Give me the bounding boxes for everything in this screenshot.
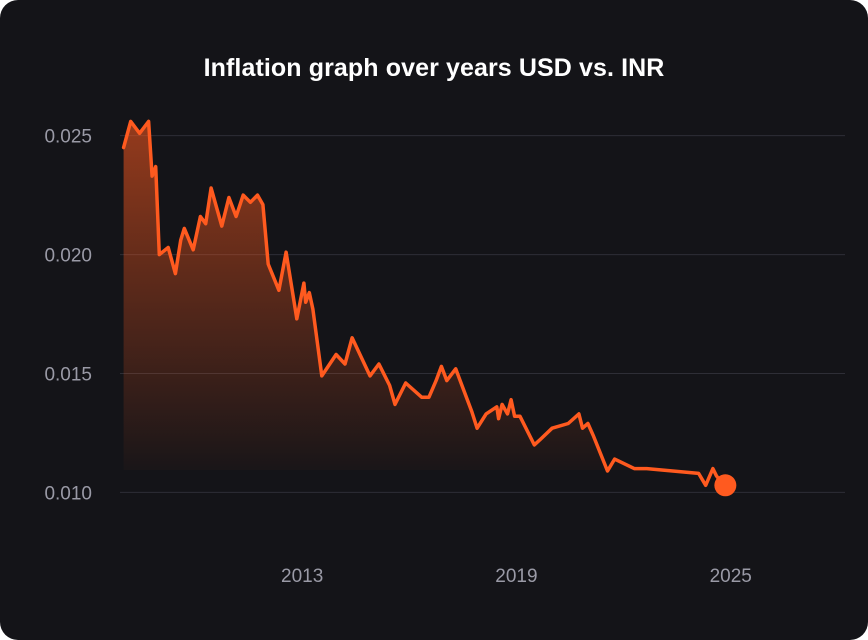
x-axis-ticks: 2013 2019 2025 <box>281 566 752 587</box>
data-point <box>463 391 467 395</box>
data-point <box>277 288 281 292</box>
data-point <box>179 238 183 242</box>
data-point <box>173 272 177 276</box>
data-point <box>586 421 590 425</box>
data-point <box>166 245 170 249</box>
data-point <box>182 226 186 230</box>
data-point <box>538 438 542 442</box>
chart-title: Inflation graph over years USD vs. INR <box>203 54 665 82</box>
data-point <box>209 186 213 190</box>
data-point <box>295 317 299 321</box>
data-point <box>591 433 595 437</box>
data-point <box>191 248 195 252</box>
data-point <box>495 405 499 409</box>
data-point <box>150 174 154 178</box>
data-point <box>248 200 252 204</box>
data-point <box>704 483 708 487</box>
y-tick-label: 0.015 <box>44 365 92 386</box>
x-tick-label: 2013 <box>281 566 323 587</box>
data-point <box>129 119 133 123</box>
data-point <box>393 402 397 406</box>
data-point <box>284 250 288 254</box>
data-point <box>261 203 265 207</box>
data-point <box>404 381 408 385</box>
data-point <box>304 300 308 304</box>
data-point <box>500 402 504 406</box>
data-point <box>532 443 536 447</box>
data-point <box>484 412 488 416</box>
data-point <box>154 165 158 169</box>
data-point <box>256 193 260 197</box>
data-point <box>714 474 718 478</box>
data-point <box>513 414 517 418</box>
x-tick-label: 2019 <box>495 566 537 587</box>
data-point <box>645 467 649 471</box>
data-point <box>220 224 224 228</box>
data-point <box>632 467 636 471</box>
series-line <box>121 119 728 488</box>
data-point <box>138 131 142 135</box>
data-point <box>204 222 208 226</box>
data-point <box>613 457 617 461</box>
data-point <box>388 383 392 387</box>
data-point <box>266 262 270 266</box>
data-point <box>439 364 443 368</box>
data-point <box>343 362 347 366</box>
data-point <box>550 426 554 430</box>
data-point <box>234 215 238 219</box>
data-point <box>227 196 231 200</box>
data-point <box>506 412 510 416</box>
data-point <box>241 193 245 197</box>
data-point <box>566 421 570 425</box>
data-point <box>581 426 585 430</box>
data-point <box>377 362 381 366</box>
data-point <box>475 426 479 430</box>
data-point <box>445 379 449 383</box>
series-area <box>123 121 726 486</box>
data-point <box>434 379 438 383</box>
data-point <box>697 471 701 475</box>
data-point <box>518 414 522 418</box>
data-point <box>198 215 202 219</box>
x-tick-label: 2025 <box>710 566 752 587</box>
data-point <box>606 469 610 473</box>
y-axis-ticks: 0.025 0.020 0.015 0.010 <box>44 127 92 505</box>
data-point <box>711 467 715 471</box>
data-point <box>307 291 311 295</box>
data-point <box>454 367 458 371</box>
latest-value-marker[interactable] <box>714 474 737 497</box>
data-point <box>497 417 501 421</box>
data-point <box>334 352 338 356</box>
data-point <box>122 146 126 150</box>
data-point <box>320 374 324 378</box>
data-point <box>577 412 581 416</box>
y-tick-label: 0.020 <box>44 246 92 267</box>
data-point <box>311 307 315 311</box>
data-point <box>509 398 513 402</box>
data-point <box>420 395 424 399</box>
data-point <box>350 336 354 340</box>
y-tick-label: 0.025 <box>44 127 92 148</box>
data-point <box>157 253 161 257</box>
data-point <box>302 281 306 285</box>
y-tick-label: 0.010 <box>44 483 92 504</box>
data-point <box>470 410 474 414</box>
data-point <box>427 395 431 399</box>
data-point <box>368 374 372 378</box>
data-point <box>147 119 151 123</box>
